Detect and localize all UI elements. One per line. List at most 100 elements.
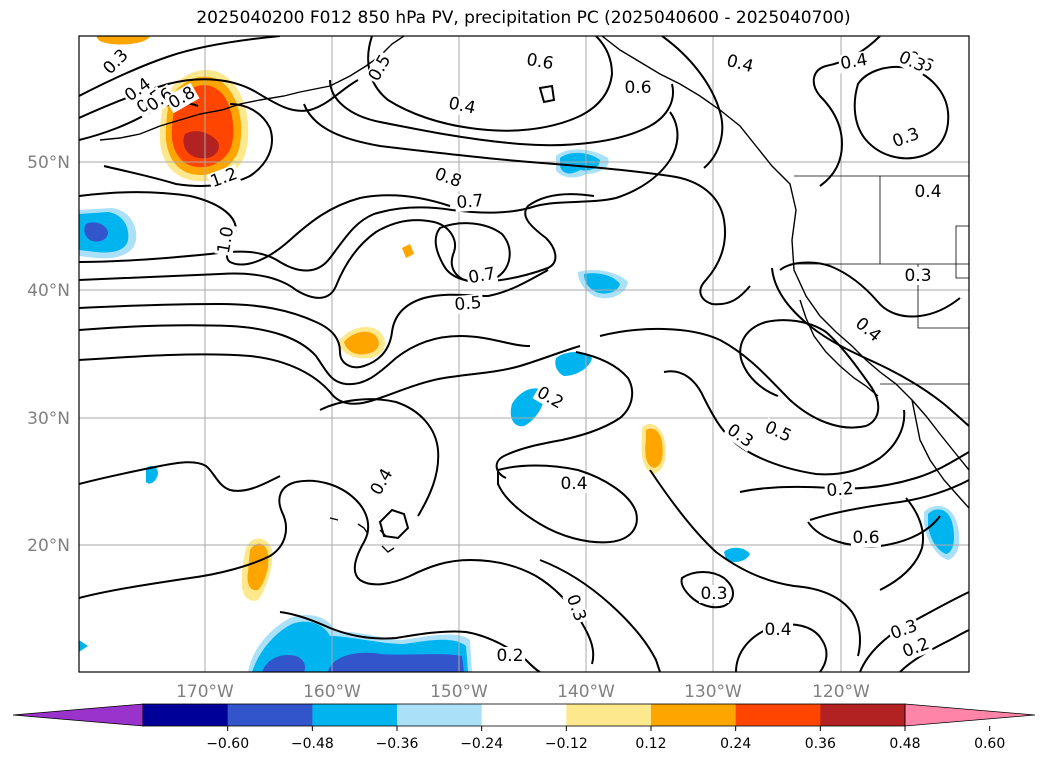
- shade-negative-b-core: [584, 273, 620, 294]
- contour-label: 0.6: [525, 50, 555, 74]
- contour-label-background: [763, 621, 793, 639]
- contour-label: 0.2: [496, 646, 523, 666]
- contour-label-background: [760, 417, 796, 447]
- contour-label-background: [888, 124, 924, 152]
- contour-label-background: [559, 475, 589, 493]
- contour-label-background: [851, 529, 881, 547]
- shade-negative-south-core1: [262, 654, 306, 672]
- contour-label: 0.4: [764, 620, 791, 640]
- colorbar: −0.60 −0.48 −0.36 −0.24 −0.12 0.12 0.24 0.36 0.4…: [12, 703, 1036, 752]
- contour-label: 0.3: [700, 584, 727, 604]
- lon-label-130w: 130°W: [684, 682, 742, 702]
- colorbar-tick-label: 0.36: [805, 736, 836, 752]
- shade-positive-east-core: [645, 428, 663, 468]
- coast-mexico: [911, 399, 969, 509]
- colorbar-tick-label: −0.60: [206, 736, 249, 752]
- contour-label-background: [886, 616, 922, 644]
- colorbar-tick-label: −0.36: [376, 736, 419, 752]
- contour-loop-0.4: [497, 464, 638, 544]
- colorbar-tick-label: −0.12: [545, 736, 588, 752]
- chart-title: 2025040200 F012 850 hPa PV, precipitatio…: [196, 8, 851, 28]
- contour-label-background: [452, 293, 484, 315]
- colorbar-segment: [312, 704, 398, 726]
- contour-0.4-coast: [771, 267, 969, 427]
- contour-label-background: [454, 191, 486, 213]
- contour-0.3-coast: [779, 261, 961, 318]
- contour-label-background: [206, 164, 242, 192]
- contour-0.4-far-east: [879, 497, 924, 591]
- contour-0.2-south: [279, 611, 541, 672]
- axis-labels: 50°N 40°N 30°N 20°N 170°W 160°W 150°W 14…: [27, 153, 870, 702]
- lat-label-50: 50°N: [27, 153, 70, 173]
- contour-label-background: [465, 264, 499, 288]
- contour-label: 0.4: [560, 474, 587, 494]
- colorbar-extend-low: [12, 703, 144, 727]
- contour-label-background: [120, 74, 156, 106]
- contour-0.4-bottom: [735, 623, 828, 672]
- coast-alaska-aleutians: [99, 36, 405, 141]
- contour-0.6-south: [809, 479, 969, 521]
- borders: [790, 175, 969, 385]
- shade-positive-top-left: [96, 36, 150, 45]
- contour-label-background: [495, 647, 525, 665]
- contour-label: 0.4: [914, 182, 941, 202]
- lat-label-30: 30°N: [27, 409, 70, 429]
- contour-label-background: [903, 267, 933, 285]
- shade-negative-a-core: [560, 152, 600, 174]
- colorbar-segment: [820, 704, 906, 726]
- contour-0.5-south: [739, 451, 969, 493]
- contour-0.3-small: [680, 571, 734, 609]
- shade-negative-west-core: [84, 222, 108, 242]
- contour-label: 0.7: [456, 191, 485, 213]
- hawaii-islands: [329, 517, 395, 553]
- colorbar-tick-label: 0.12: [635, 736, 666, 752]
- contour-label-background: [722, 420, 758, 452]
- contour-0.2-east: [649, 469, 861, 657]
- lon-label-150w: 150°W: [430, 682, 488, 702]
- shade-positive-dot: [402, 244, 414, 258]
- contour-0.2-se: [899, 629, 969, 672]
- colorbar-tick-label: −0.48: [291, 736, 334, 752]
- colorbar-extend-high: [904, 703, 1036, 727]
- lat-label-40: 40°N: [27, 281, 70, 301]
- contour-0.3-sw: [79, 461, 281, 492]
- shade-positive-alaska-core: [183, 131, 219, 159]
- colorbar-segment: [566, 704, 652, 726]
- shade-negative-f: [724, 547, 750, 562]
- contour-label: 1.0: [214, 225, 238, 255]
- contour-label-background: [699, 585, 729, 603]
- shade-negative-e: [146, 466, 158, 484]
- colorbar-tick-label: −0.24: [460, 736, 503, 752]
- colorbar-tick-label: 0.48: [889, 736, 920, 752]
- colorbar-segment: [227, 704, 313, 726]
- map-frame: [78, 35, 970, 673]
- colorbar-tick-label: 0.24: [720, 736, 751, 752]
- shade-negative-g-core: [928, 509, 954, 554]
- contour-alaska-1.2: [103, 103, 273, 187]
- contour-label-background: [142, 84, 178, 116]
- contour-label: 0.2: [826, 479, 855, 501]
- contour-label-background: [824, 479, 856, 501]
- contour-label: 0.4: [839, 50, 869, 74]
- shade-negative-south-core2: [328, 652, 464, 672]
- colorbar-border: [142, 703, 906, 727]
- contour-label-background: [723, 51, 757, 77]
- contour-0.4-b: [79, 345, 581, 405]
- contour-label-background: [898, 634, 934, 662]
- contour-label: 0.6: [624, 78, 651, 98]
- lon-label-160w: 160°W: [303, 682, 361, 702]
- contour-label-background: [430, 164, 466, 192]
- coastlines: [99, 36, 969, 553]
- coast-baja: [799, 299, 879, 397]
- contour-labels: 0.30.40.50.60.81.20.50.60.40.60.40.40.30…: [99, 45, 943, 666]
- contour-label: 0.6: [852, 528, 879, 548]
- contour-top-0.6: [367, 36, 614, 132]
- colorbar-segment: [735, 704, 821, 726]
- contour-north-a: [79, 36, 281, 97]
- contour-label-background: [850, 313, 886, 347]
- contour-label-background: [214, 223, 238, 257]
- contour-label-background: [837, 50, 871, 74]
- contour-label-background: [562, 590, 590, 626]
- contour-small-loop: [538, 84, 556, 104]
